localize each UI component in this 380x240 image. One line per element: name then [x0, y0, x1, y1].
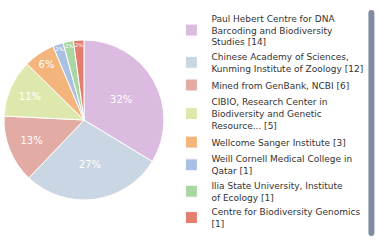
svg-text:11%: 11% [19, 91, 41, 102]
svg-text:Mined from GenBank, NCBI [6]: Mined from GenBank, NCBI [6] [211, 81, 349, 91]
svg-text:32%: 32% [110, 94, 132, 105]
svg-text:Paul Hebert Centre for DNABarc: Paul Hebert Centre for DNABarcoding and … [211, 14, 335, 47]
svg-text:2%: 2% [65, 43, 73, 49]
svg-text:2%: 2% [75, 42, 83, 48]
svg-text:2%: 2% [56, 46, 64, 52]
svg-text:Centre for Biodiversity Genomi: Centre for Biodiversity Genomics[1] [211, 207, 360, 229]
svg-text:27%: 27% [79, 159, 101, 170]
svg-text:Wellcome Sanger Institute [3]: Wellcome Sanger Institute [3] [211, 138, 345, 148]
svg-text:13%: 13% [20, 135, 42, 146]
svg-text:CIBIO, Research Center inBiodi: CIBIO, Research Center inBiodiversity an… [211, 97, 327, 130]
svg-text:6%: 6% [39, 59, 55, 70]
svg-text:Chinese Academy of Sciences,Ku: Chinese Academy of Sciences,Kunming Inst… [211, 52, 363, 74]
svg-text:Ilia State University, Institu: Ilia State University, Instituteof Ecolo… [211, 181, 343, 203]
svg-text:Weill Cornell Medical College: Weill Cornell Medical College inQatar [1… [211, 154, 352, 176]
